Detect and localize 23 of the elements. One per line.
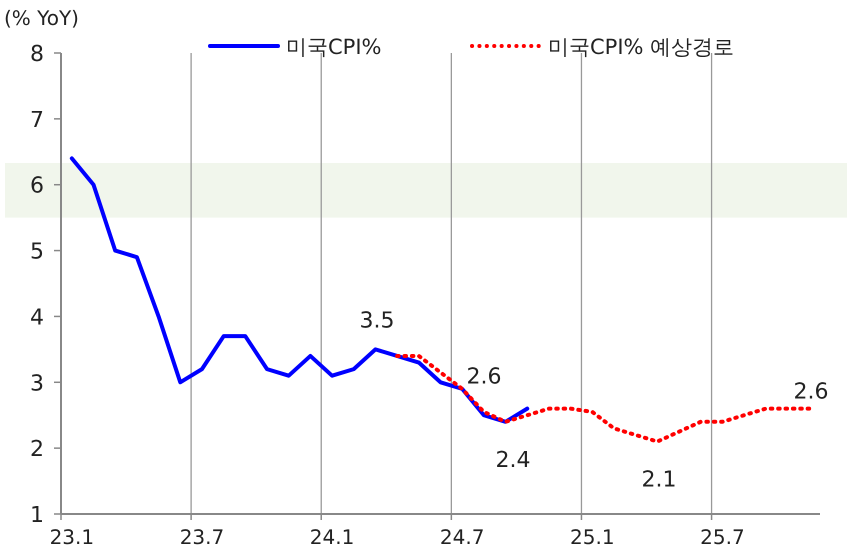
x-tick-label: 25.7	[700, 525, 745, 549]
annotation: 2.6	[794, 380, 828, 405]
legend-label: 미국CPI% 예상경로	[548, 35, 734, 59]
x-tick-label: 24.7	[440, 525, 484, 549]
x-tick-label: 23.7	[180, 525, 224, 549]
annotation: 2.1	[642, 468, 676, 493]
y-tick-label: 7	[30, 108, 44, 133]
line-series	[70, 156, 530, 424]
y-tick-label: 2	[30, 437, 44, 462]
y-tick-label: 3	[30, 371, 44, 396]
x-tick-label: 23.1	[50, 525, 94, 549]
annotation: 3.5	[360, 308, 394, 334]
legend-label: 미국CPI%	[286, 35, 382, 59]
y-tick-label: 5	[30, 240, 44, 265]
annotation: 2.4	[496, 448, 530, 473]
x-tick-label: 25.1	[570, 525, 615, 549]
y-axis-title: (% YoY)	[4, 6, 79, 30]
annotation: 2.6	[466, 364, 502, 390]
x-tick-label: 24.1	[310, 525, 354, 549]
y-tick-label: 8	[30, 42, 44, 67]
y-tick-label: 6	[30, 174, 44, 199]
y-tick-label: 1	[30, 503, 44, 528]
y-tick-label: 4	[30, 305, 44, 330]
